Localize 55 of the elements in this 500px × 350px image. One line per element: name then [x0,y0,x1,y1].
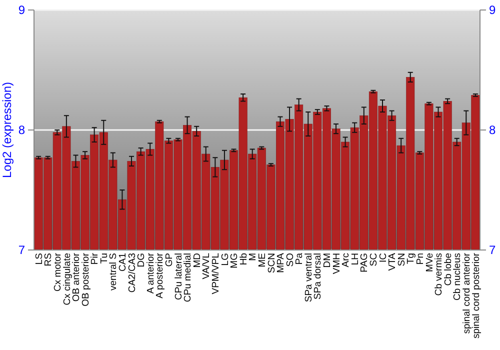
x-tick-label: SCN [266,252,278,274]
x-tick-label: DG [136,253,148,268]
x-tick-label: VTA [387,252,398,271]
x-tick-label: LG [220,253,231,266]
y2-tick-label: 9 [489,2,496,17]
y2-tick-label: 7 [489,242,496,257]
y-tick-label: 8 [18,122,26,137]
x-tick-label: CA1 [118,253,129,272]
x-tick-label: CA2/CA3 [126,253,138,293]
x-tick-label: A posterior [154,253,166,298]
x-tick-label: LH [350,252,361,266]
x-tick-label: CPu lateral [173,253,184,300]
x-tick-label: OB anterior [71,253,82,302]
x-tick-label: SO [284,253,296,267]
x-tick-label: M [248,252,259,261]
x-tick-label: VMH [331,252,342,274]
x-tick-label: spinal cord posterior [470,253,482,339]
x-tick-label: ventral S [108,253,120,290]
x-tick-label: Cb lobe [442,253,454,286]
x-tick-label: Tg [406,253,417,264]
x-tick-label: LS [34,253,45,265]
x-tick-label: VA/VL [201,253,212,280]
x-tick-label: MPA [276,252,287,273]
y-tick-label: 7 [18,242,26,257]
x-tick-label: SC [368,252,380,266]
x-tick-label: PAG [359,253,370,272]
x-tick-label: Hb [238,253,250,266]
x-tick-label: Pir [90,253,101,265]
x-tick-label: Cx motor [52,253,64,292]
y2-tick-label: 8 [489,122,496,137]
x-tick-label: Arc [340,252,352,268]
x-tick-label: Cb nucleus [452,252,464,301]
x-tick-label: DM [322,252,334,268]
x-tick-label: Tu [98,253,110,264]
x-tick-label: OB posterior [80,253,92,306]
x-tick-label: CPu medial [182,253,194,302]
x-tick-label: Pn [414,253,426,265]
y-axis-title: Log2 (expression) [0,82,14,178]
x-tick-label: SN [396,252,408,266]
x-tick-label: A anterior [145,253,156,294]
x-tick-label: IC [378,252,389,262]
x-tick-label: MG [229,253,240,268]
x-tick-label: Cb vermis [434,252,445,296]
x-tick-label: spinal cord anterior [461,253,472,334]
x-tick-label: SPa ventral [303,253,314,302]
x-tick-label: GP [164,253,176,267]
x-tick-label: MVe [424,253,436,272]
x-tick-label: VPM/VPL [210,253,222,294]
x-tick-label: Pa [294,252,306,265]
x-tick-label: SPa dorsal [312,253,324,300]
x-tick-label: RS [43,253,54,266]
y-tick-label: 9 [18,2,26,17]
x-tick-label: Cx cingulate [62,253,73,306]
x-tick-label: MD [192,252,203,268]
x-tick-label: ME [256,253,268,268]
